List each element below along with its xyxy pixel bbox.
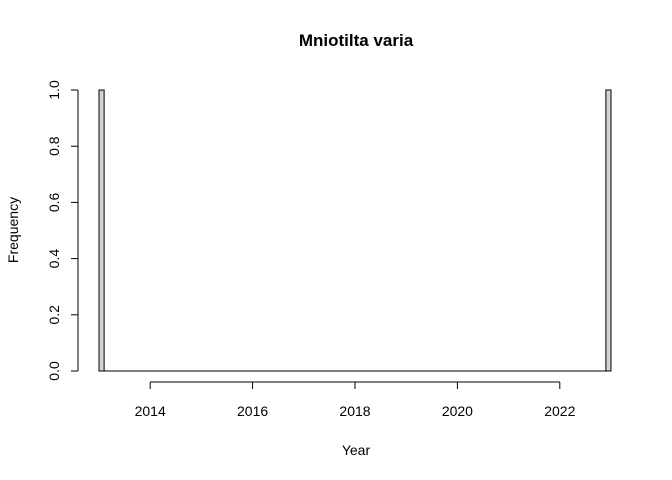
- y-tick-label: 0.2: [46, 305, 62, 325]
- y-tick-label: 0.0: [46, 361, 62, 381]
- y-tick-label: 0.8: [46, 136, 62, 156]
- chart-title: Mniotilta varia: [299, 31, 414, 50]
- x-axis: 2014 2016 2018 2020 2022: [135, 381, 576, 419]
- x-axis-label: Year: [342, 442, 371, 458]
- histogram-bar: [98, 89, 105, 372]
- y-tick-label: 0.6: [46, 192, 62, 212]
- y-axis-label: Frequency: [5, 197, 21, 263]
- y-tick-label: 1.0: [46, 80, 62, 100]
- y-tick-label: 0.4: [46, 249, 62, 269]
- bars: [98, 89, 612, 372]
- histogram-bar: [605, 89, 612, 372]
- x-tick-label: 2018: [339, 403, 370, 419]
- x-tick-label: 2014: [135, 403, 166, 419]
- y-axis: 0.0 0.2 0.4 0.6 0.8 1.0: [46, 80, 79, 381]
- x-tick-label: 2016: [237, 403, 268, 419]
- x-tick-label: 2022: [544, 403, 575, 419]
- x-tick-label: 2020: [442, 403, 473, 419]
